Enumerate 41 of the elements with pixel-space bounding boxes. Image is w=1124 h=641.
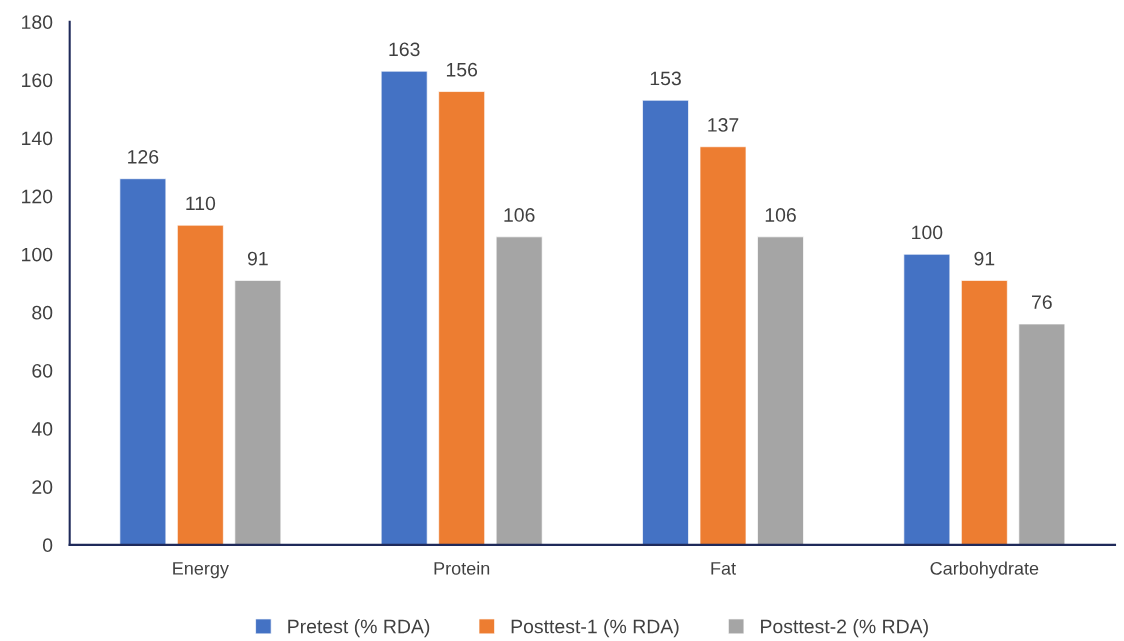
x-tick-label: Protein	[434, 561, 490, 575]
bar	[234, 280, 282, 545]
bar	[699, 146, 747, 545]
y-tick-label: 20	[32, 480, 53, 494]
y-tick-label: 40	[31, 422, 53, 436]
y-tick-label: 0	[42, 538, 53, 553]
bar	[438, 91, 486, 545]
data-label: 106	[765, 208, 796, 222]
data-label: 91	[974, 251, 995, 266]
bar	[1018, 323, 1066, 545]
data-label: 126	[128, 149, 159, 164]
y-tick-label: 160	[22, 73, 53, 88]
bar	[961, 280, 1008, 545]
bar	[380, 70, 428, 545]
bar	[119, 178, 167, 545]
data-label: 156	[446, 62, 478, 77]
x-tick-label: Fat	[711, 562, 736, 575]
y-tick-label: 180	[22, 15, 53, 30]
legend-label: Posttest-1 (% RDA)	[511, 619, 679, 638]
data-label: 137	[708, 118, 739, 132]
bar	[177, 224, 224, 545]
bar	[495, 236, 543, 545]
y-tick-label: 140	[22, 131, 53, 146]
data-label: 76	[1032, 295, 1052, 310]
bar	[903, 253, 951, 545]
legend-label: Pretest (% RDA)	[288, 619, 430, 638]
y-tick-label: 120	[22, 189, 53, 204]
data-label: 106	[504, 208, 535, 222]
y-tick-label: 100	[22, 247, 53, 262]
y-tick-label: 60	[32, 363, 53, 378]
x-tick-label: Carbohydrate	[930, 561, 1039, 579]
data-label: 91	[247, 251, 268, 266]
bar	[757, 236, 804, 545]
legend-label: Posttest-2 (% RDA)	[761, 619, 928, 638]
data-label: 163	[389, 42, 420, 57]
data-label: 153	[650, 71, 681, 86]
x-tick-label: Energy	[173, 562, 229, 579]
y-tick-label: 80	[32, 305, 53, 320]
data-label: 110	[186, 196, 216, 211]
bar	[642, 99, 689, 545]
data-label: 100	[912, 225, 943, 240]
